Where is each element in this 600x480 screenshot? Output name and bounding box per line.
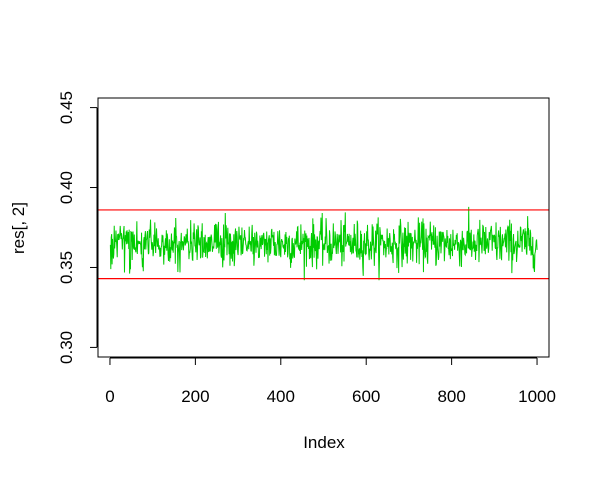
y-tick-label: 0.40 xyxy=(57,171,76,204)
x-tick-label: 600 xyxy=(352,387,380,406)
plot-content xyxy=(98,206,549,281)
y-tick-label: 0.35 xyxy=(57,251,76,284)
x-axis: 0 200 400 600 800 1000 xyxy=(105,357,556,406)
y-axis: 0.30 0.35 0.40 0.45 xyxy=(57,91,98,364)
x-axis-title: Index xyxy=(303,433,345,452)
y-tick-label: 0.45 xyxy=(57,91,76,124)
y-axis-title: res[, 2] xyxy=(9,202,28,254)
plot-frame xyxy=(97,97,550,358)
series-line xyxy=(109,206,538,281)
x-tick-label: 0 xyxy=(105,387,114,406)
x-tick-label: 200 xyxy=(181,387,209,406)
y-tick-label: 0.30 xyxy=(57,331,76,364)
x-tick-label: 800 xyxy=(437,387,465,406)
x-tick-label: 1000 xyxy=(518,387,556,406)
x-tick-label: 400 xyxy=(267,387,295,406)
